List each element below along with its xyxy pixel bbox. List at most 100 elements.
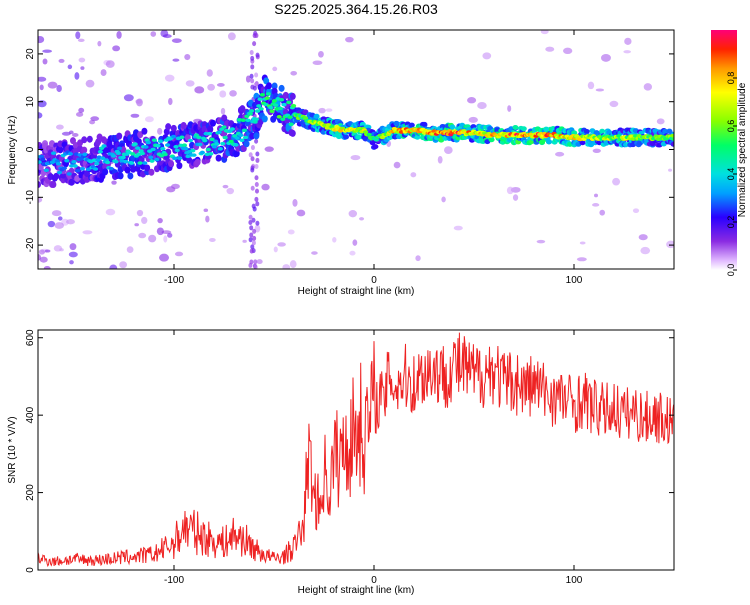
spectrogram-halo-blob bbox=[302, 109, 309, 115]
spectrogram-noise-blob bbox=[105, 60, 115, 68]
spectrogram-noise-blob bbox=[643, 83, 653, 91]
spectrogram-noise-blob bbox=[209, 237, 216, 242]
spectrogram-halo-blob bbox=[449, 124, 456, 130]
spectrogram-core-blob bbox=[108, 166, 114, 171]
x-tick-label: 100 bbox=[566, 275, 583, 286]
x-tick-label: -100 bbox=[164, 275, 184, 286]
spectrogram-core-blob bbox=[105, 160, 111, 165]
spectrogram-core-blob bbox=[303, 116, 309, 120]
spectrogram-halo-blob bbox=[520, 126, 527, 132]
spectrogram-core-blob bbox=[630, 137, 636, 141]
spectrogram-noise-blob bbox=[78, 107, 85, 113]
spectrogram-core-blob bbox=[143, 145, 149, 149]
spectrogram-noise-blob bbox=[226, 187, 235, 195]
spectrogram-noise-blob bbox=[54, 222, 64, 229]
spectrogram-halo-blob bbox=[359, 121, 366, 127]
spectrogram-noise-blob bbox=[164, 74, 175, 82]
figure-title: S225.2025.364.15.26.R03 bbox=[274, 1, 438, 17]
spectrogram-streak-blob bbox=[250, 156, 255, 162]
spectrogram-core-blob bbox=[214, 142, 220, 146]
spectrogram-core-blob bbox=[71, 159, 77, 164]
spectrogram-core-blob bbox=[233, 143, 239, 147]
spectrogram-halo-blob bbox=[86, 135, 93, 143]
x-tick-label: 0 bbox=[371, 275, 377, 286]
spectrogram-noise-blob bbox=[599, 209, 606, 216]
spectrogram-noise-blob bbox=[587, 81, 595, 90]
spectrogram-noise-blob bbox=[38, 76, 47, 82]
spectrogram-core-blob bbox=[171, 134, 177, 139]
spectrogram-noise-blob bbox=[545, 46, 555, 52]
spectrogram-noise-blob bbox=[57, 216, 63, 221]
spectrogram-noise-blob bbox=[555, 151, 565, 157]
spectrogram-noise-blob bbox=[97, 40, 102, 47]
spectrogram-core-blob bbox=[264, 96, 270, 100]
y-tick-label: 400 bbox=[25, 406, 36, 423]
spectrogram-noise-blob bbox=[468, 116, 478, 123]
spectrogram-noise-blob bbox=[90, 116, 100, 122]
spectrogram-core-blob bbox=[72, 164, 78, 168]
spectrogram-core-blob bbox=[132, 142, 138, 146]
spectrogram-streak-blob bbox=[254, 196, 259, 202]
spectrogram-noise-blob bbox=[38, 35, 45, 44]
spectrogram-halo-blob bbox=[224, 119, 230, 127]
spectrogram-core-blob bbox=[78, 156, 84, 161]
spectrogram-streak-blob bbox=[255, 157, 260, 163]
spectrogram-streak-blob bbox=[254, 72, 259, 78]
spectrogram-noise-blob bbox=[222, 184, 229, 189]
spectrogram-core-blob bbox=[51, 151, 57, 155]
spectrogram-noise-blob bbox=[77, 38, 85, 43]
spectrogram-noise-blob bbox=[78, 57, 86, 63]
spectrogram-noise-blob bbox=[82, 230, 93, 235]
spectrogram-streak-blob bbox=[249, 50, 254, 56]
spectrogram-noise-blob bbox=[75, 31, 81, 40]
spectrogram-core-blob bbox=[271, 99, 277, 103]
spectrogram-marks bbox=[38, 30, 674, 269]
spectrogram-halo-blob bbox=[102, 168, 109, 176]
colorbar-tick-label: 0.2 bbox=[726, 216, 736, 229]
spectrogram-core-blob bbox=[137, 161, 143, 165]
spectrogram-core-blob bbox=[229, 127, 235, 131]
spectrogram-halo-blob bbox=[68, 178, 75, 186]
spectrogram-noise-blob bbox=[172, 58, 180, 62]
spectrogram-halo-blob bbox=[53, 172, 60, 180]
spectrogram-noise-blob bbox=[318, 107, 326, 114]
spectrogram-noise-blob bbox=[136, 209, 144, 217]
spectrogram-halo-blob bbox=[57, 146, 64, 154]
spectrogram-noise-blob bbox=[256, 259, 263, 265]
snr-series-line bbox=[38, 332, 674, 567]
colorbar-tick-label: 0.8 bbox=[726, 72, 736, 85]
spectrogram-noise-blob bbox=[349, 250, 356, 256]
spectrogram-core-blob bbox=[38, 160, 42, 164]
spectrogram-noise-blob bbox=[58, 58, 65, 63]
spectrogram-core-blob bbox=[120, 155, 126, 160]
spectrogram-streak-blob bbox=[254, 175, 259, 181]
spectrogram-core-blob bbox=[245, 118, 251, 123]
y-tick-label: 20 bbox=[25, 48, 36, 60]
colorbar-tick-label: 0.4 bbox=[726, 168, 736, 181]
spectrogram-core-blob bbox=[94, 161, 100, 166]
spectrogram-core-blob bbox=[187, 138, 193, 143]
spectrogram-core-blob bbox=[199, 150, 205, 155]
spectrogram-noise-blob bbox=[156, 227, 164, 236]
spectrogram-noise-blob bbox=[111, 180, 117, 185]
spectrogram-streak-blob bbox=[252, 85, 257, 91]
spectrogram-streak-blob bbox=[250, 55, 255, 61]
spectrogram-noise-blob bbox=[100, 69, 107, 77]
spectrogram-noise-blob bbox=[56, 124, 64, 130]
spectrogram-core-blob bbox=[216, 130, 222, 135]
spectrogram-core-blob bbox=[97, 149, 103, 154]
spectrogram-halo-blob bbox=[271, 82, 278, 90]
spectrogram-streak-blob bbox=[252, 235, 257, 241]
snr-y-axis-label: SNR (10 * V/V) bbox=[7, 416, 18, 483]
spectrogram-core-blob bbox=[256, 104, 262, 108]
spectrogram-noise-blob bbox=[171, 38, 182, 43]
spectrogram-noise-blob bbox=[38, 112, 43, 119]
spectrogram-core-blob bbox=[183, 146, 189, 151]
spectrogram-core-blob bbox=[139, 151, 145, 156]
spectrogram-core-blob bbox=[174, 148, 180, 153]
spectrogram-noise-blob bbox=[38, 197, 43, 203]
spectrogram-halo-blob bbox=[583, 128, 590, 134]
y-tick-label: 0 bbox=[25, 567, 36, 573]
spectrogram-noise-blob bbox=[632, 208, 640, 213]
